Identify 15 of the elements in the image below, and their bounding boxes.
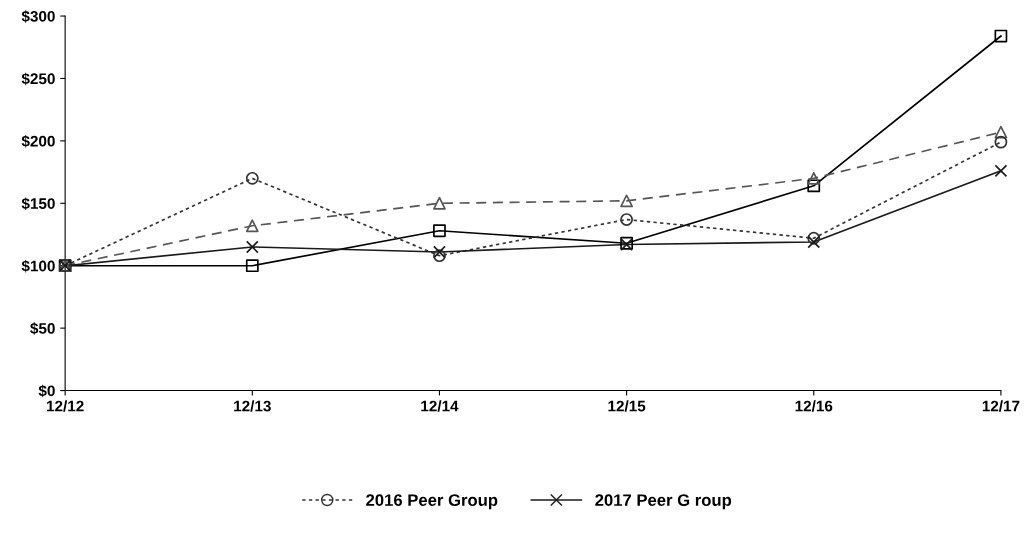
legend-label: 2016 Peer Group xyxy=(366,494,498,510)
x-tick-label: 12/17 xyxy=(982,400,1020,412)
y-tick-label: $0 xyxy=(38,384,55,398)
x-tick-label: 12/16 xyxy=(795,400,833,412)
x-tick-label: 12/14 xyxy=(421,400,459,412)
y-tick-label: $50 xyxy=(30,322,55,335)
y-tick-label: $300 xyxy=(21,10,55,23)
x-tick-label: 12/12 xyxy=(46,400,84,412)
x-tick-label: 12/15 xyxy=(608,400,646,412)
y-tick-label: $150 xyxy=(21,197,55,210)
x-tick-label: 12/13 xyxy=(234,400,271,412)
y-tick-label: $200 xyxy=(21,135,55,148)
y-tick-label: $100 xyxy=(21,259,55,273)
legend-label: 2017 Peer G roup xyxy=(595,494,732,510)
y-tick-label: $250 xyxy=(21,72,55,86)
